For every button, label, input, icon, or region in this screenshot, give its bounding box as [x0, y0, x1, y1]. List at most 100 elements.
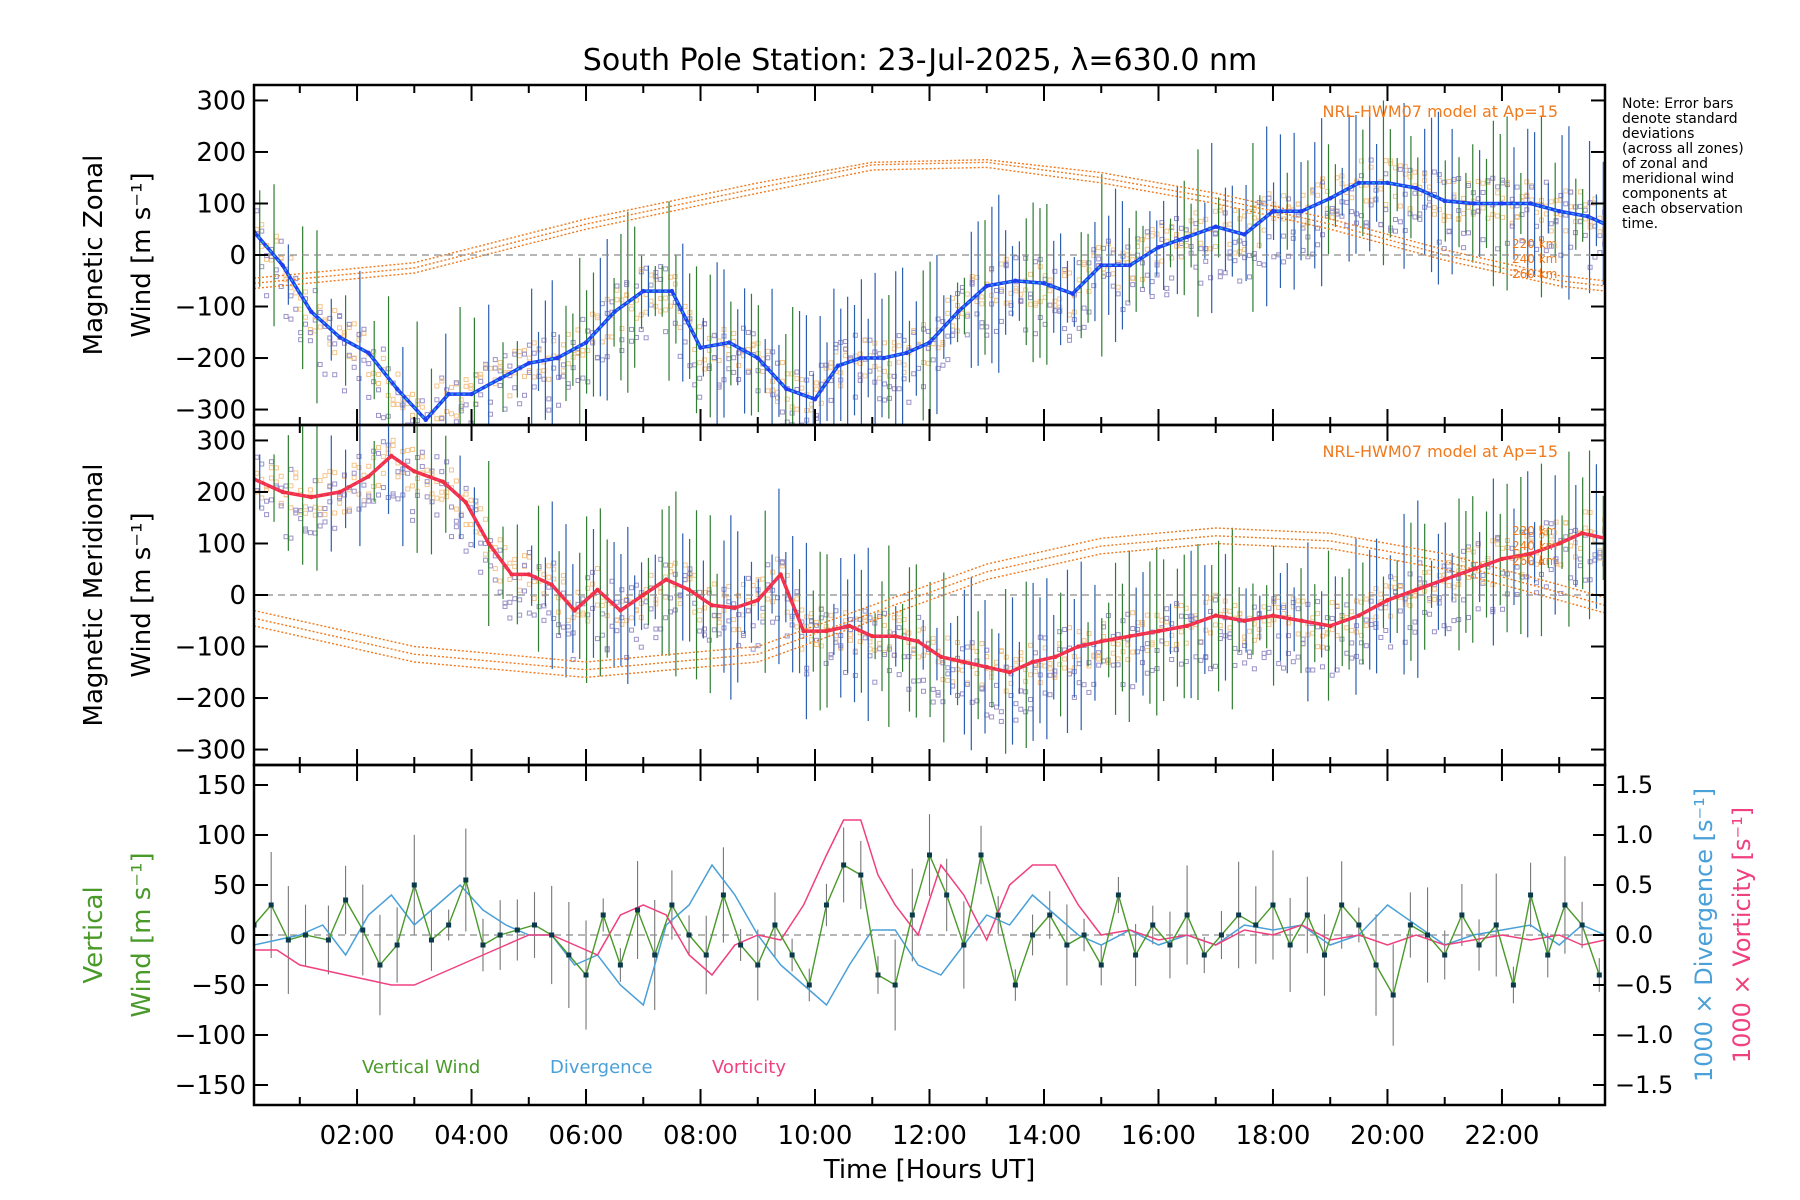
scatter-point-peach [964, 291, 970, 297]
scatter-point-peach [293, 470, 299, 476]
scatter-point-lavender [283, 313, 289, 319]
scatter-point-peach [1096, 652, 1102, 658]
scatter-point-lavender [458, 403, 464, 409]
scatter-point-lavender [1018, 706, 1024, 712]
scatter-point-lavender [356, 332, 362, 338]
scatter-point-peach [1086, 663, 1092, 669]
data-point [366, 350, 371, 356]
data-point [927, 852, 932, 858]
scatter-point-lavender [940, 660, 946, 666]
scatter-point-lavender [799, 422, 805, 425]
scatter-point-lavender [1164, 292, 1170, 298]
y-axis-label-line1: Magnetic Meridional [79, 464, 109, 727]
scatter-point-peach [945, 635, 951, 641]
data-point [469, 391, 474, 397]
data-point [1299, 618, 1304, 623]
data-point [1270, 613, 1276, 618]
scatter-point-peach [1178, 243, 1184, 249]
scatter-point-peach [1057, 661, 1063, 667]
scatter-point-lavender [624, 280, 630, 286]
scatter-point-peach [322, 512, 328, 518]
scatter-point-peach [702, 357, 708, 363]
scatter-point-lavender [1125, 300, 1131, 306]
scatter-point-lavender [1441, 179, 1447, 185]
data-point [325, 937, 331, 943]
scatter-point-lavender [307, 330, 313, 336]
scatter-point-peach [390, 396, 396, 402]
scatter-point-lavender [351, 364, 357, 370]
scatter-point-peach [376, 444, 382, 450]
scatter-point-lavender [1086, 689, 1092, 695]
scatter-point-lavender [1208, 275, 1214, 281]
scatter-point-lavender [366, 361, 372, 367]
scatter-point-peach [483, 551, 489, 557]
scatter-point-lavender [361, 482, 367, 488]
plot-area-zonal [254, 100, 1605, 425]
data-point [801, 628, 806, 634]
scatter-point-peach [594, 313, 600, 319]
scatter-point-lavender [1266, 649, 1272, 655]
scatter-point-peach [410, 412, 416, 418]
data-point [526, 360, 531, 366]
scatter-point-peach [1441, 213, 1447, 219]
scatter-point-lavender [1081, 324, 1087, 330]
scatter-point-lavender [502, 600, 508, 606]
scatter-point-lavender [1548, 567, 1554, 573]
scatter-point-lavender [356, 453, 362, 459]
scatter-point-lavender [706, 590, 712, 596]
data-point [663, 577, 669, 582]
scatter-point-peach [1436, 573, 1442, 579]
scatter-point-peach [366, 372, 372, 378]
y-tick-label: 300 [196, 426, 246, 456]
data-point [1184, 623, 1190, 629]
data-point [572, 608, 577, 613]
scatter-point-peach [1013, 285, 1019, 291]
scatter-point-lavender [697, 375, 703, 381]
scatter-point-peach [390, 443, 396, 449]
note-line: time. [1622, 216, 1658, 232]
scatter-point-lavender [483, 557, 489, 563]
data-point [549, 932, 555, 938]
scatter-point-lavender [497, 382, 503, 388]
y-tick-label: −300 [175, 736, 246, 766]
scatter-point-lavender [731, 355, 737, 361]
scatter-point-peach [1597, 229, 1603, 235]
data-point [1064, 942, 1070, 948]
scatter-point-peach [1062, 273, 1068, 279]
scatter-point-lavender [1164, 606, 1170, 612]
scatter-point-peach [395, 401, 401, 407]
note-line: (across all zones) [1622, 141, 1744, 157]
scatter-point-peach [779, 360, 785, 366]
scatter-point-peach [468, 497, 474, 503]
scatter-point-peach [740, 353, 746, 359]
scatter-point-peach [779, 563, 785, 569]
scatter-point-lavender [1149, 294, 1155, 300]
scatter-point-lavender [1169, 657, 1175, 663]
scatter-point-peach [969, 274, 975, 280]
x-tick-label: 04:00 [434, 1121, 509, 1151]
scatter-point-lavender [439, 416, 445, 422]
scatter-point-lavender [896, 386, 902, 392]
scatter-point-peach [463, 491, 469, 497]
scatter-point-lavender [779, 409, 785, 415]
scatter-point-peach [1047, 660, 1053, 666]
y-axis-label-line2: Wind [m s⁻¹] [127, 172, 157, 337]
data-point [497, 376, 503, 381]
scatter-point-lavender [1397, 608, 1403, 614]
scatter-point-peach [585, 348, 591, 354]
scatter-point-lavender [1329, 205, 1335, 211]
scatter-point-peach [332, 510, 338, 516]
scatter-point-lavender [896, 672, 902, 678]
x-tick-label: 14:00 [1007, 1121, 1082, 1151]
scatter-point-peach [424, 467, 430, 473]
scatter-point-peach [629, 306, 635, 312]
scatter-point-lavender [624, 655, 630, 661]
scatter-point-lavender [293, 507, 299, 513]
scatter-point-lavender [317, 309, 323, 315]
scatter-point-lavender [594, 636, 600, 642]
scatter-point-peach [492, 566, 498, 572]
scatter-point-lavender [857, 616, 863, 622]
scatter-point-lavender [969, 699, 975, 705]
scatter-point-lavender [1514, 564, 1520, 570]
scatter-point-peach [1441, 217, 1447, 223]
